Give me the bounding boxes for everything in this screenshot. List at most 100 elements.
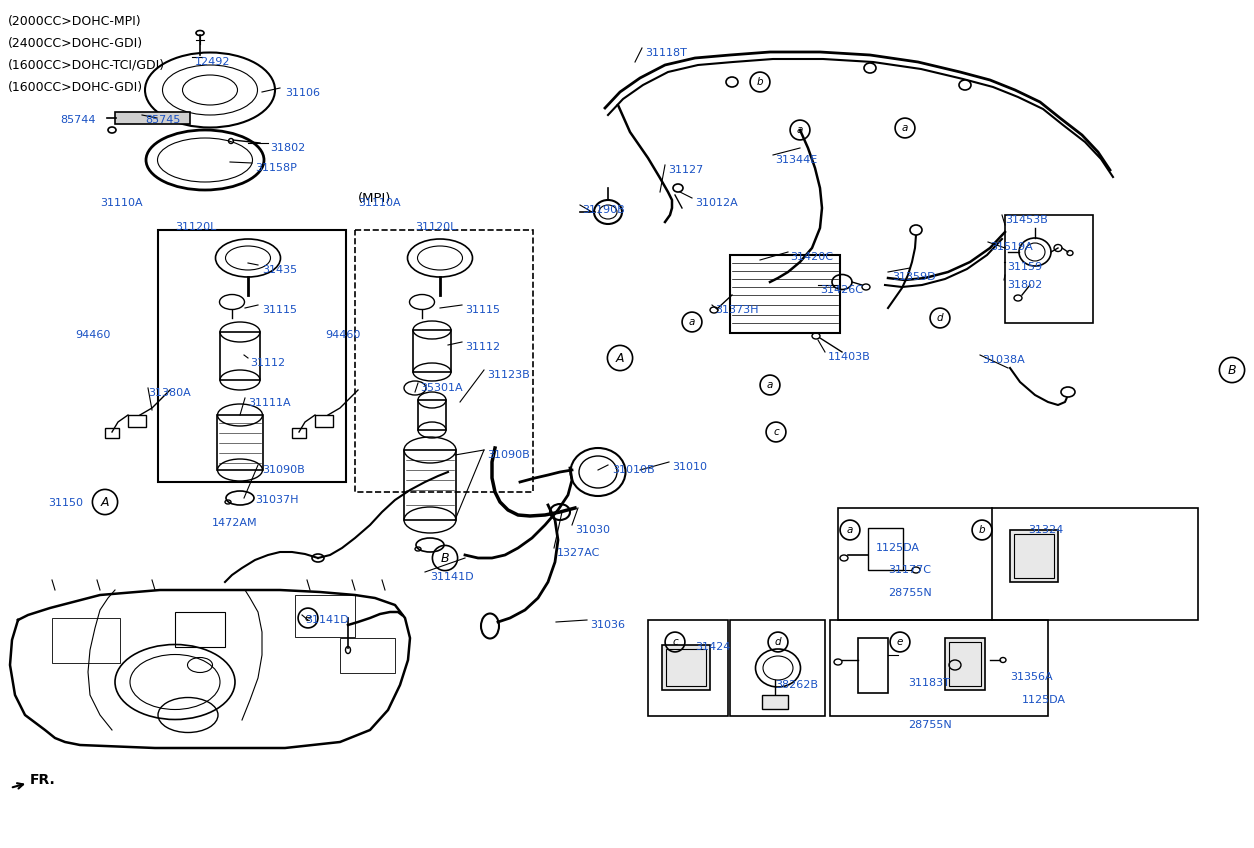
Text: 31090B: 31090B [487,450,529,460]
Text: e: e [897,637,903,647]
Text: 31120L: 31120L [176,222,217,232]
Bar [295,595,355,637]
Text: 12492: 12492 [196,57,231,67]
Text: 94460: 94460 [325,330,360,340]
Text: 31802: 31802 [270,143,305,153]
Text: 31380A: 31380A [148,388,191,398]
Ellipse shape [1020,238,1051,266]
Text: 31127: 31127 [668,165,703,175]
Bar [315,415,334,427]
Text: 31110A: 31110A [357,198,400,208]
Bar [219,332,260,380]
Bar [176,612,224,647]
Text: 31037H: 31037H [255,495,298,505]
Text: 1125DA: 1125DA [877,543,920,553]
Text: (MPI): (MPI) [357,192,391,205]
Bar [648,620,729,716]
Ellipse shape [910,225,922,235]
Text: 31158P: 31158P [255,163,297,173]
Bar [340,638,395,673]
Text: 31424: 31424 [695,642,730,652]
Text: b: b [978,525,986,535]
Text: c: c [672,637,678,647]
Text: 31150: 31150 [48,498,83,508]
Text: 31190B: 31190B [582,205,624,215]
Bar [105,428,119,438]
Ellipse shape [594,200,622,224]
Text: 31118T: 31118T [645,48,687,58]
Bar [413,330,451,372]
Bar [1014,534,1055,578]
Text: 31120L: 31120L [415,222,456,232]
Text: 31010B: 31010B [612,465,655,475]
Text: 31359D: 31359D [892,272,935,282]
Ellipse shape [864,63,877,73]
Bar [292,428,306,438]
Text: 31141D: 31141D [305,615,349,625]
Text: 31115: 31115 [262,305,297,315]
Bar [762,695,788,709]
Text: 31110A: 31110A [100,198,143,208]
Bar [666,649,706,686]
Text: 85745: 85745 [145,115,181,125]
Bar [730,620,825,716]
Bar [158,230,346,482]
Text: (2400CC>DOHC-GDI): (2400CC>DOHC-GDI) [8,37,143,50]
Bar [949,642,981,686]
Text: B: B [440,551,449,565]
Text: 31177C: 31177C [888,565,930,575]
Text: 31373H: 31373H [715,305,759,315]
Bar [355,230,533,492]
Text: 31038A: 31038A [982,355,1025,365]
Text: 31356A: 31356A [1009,672,1052,682]
Text: 31115: 31115 [465,305,500,315]
Text: a: a [688,317,695,327]
Text: 38262B: 38262B [775,680,818,690]
Text: d: d [775,637,781,647]
Text: 31123B: 31123B [487,370,529,380]
Text: 31141D: 31141D [430,572,474,582]
Text: 31420C: 31420C [790,252,833,262]
Text: A: A [616,352,624,365]
Text: b: b [756,77,764,87]
Bar [1004,215,1093,323]
Bar [115,112,191,124]
Bar [662,645,710,690]
Text: d: d [937,313,943,323]
Text: 31036: 31036 [589,620,624,630]
Bar [217,415,263,470]
Ellipse shape [959,80,971,90]
Text: a: a [902,123,908,133]
Text: 31324: 31324 [1028,525,1063,535]
Bar [51,618,120,663]
Bar [1009,530,1058,582]
Text: (2000CC>DOHC-MPI): (2000CC>DOHC-MPI) [8,15,142,28]
Text: 1472AM: 1472AM [212,518,257,528]
Bar [730,255,840,333]
Text: 31111A: 31111A [248,398,291,408]
Text: a: a [846,525,853,535]
Text: 35301A: 35301A [420,383,463,393]
Text: 31030: 31030 [576,525,609,535]
Bar [868,528,903,570]
Text: e: e [305,613,311,623]
Ellipse shape [571,448,626,496]
Text: 31090B: 31090B [262,465,305,475]
Text: 31159: 31159 [1007,262,1042,272]
Text: 31112: 31112 [250,358,285,368]
Text: 31344E: 31344E [775,155,818,165]
Bar [830,620,1048,716]
Text: 1125DA: 1125DA [1022,695,1066,705]
Text: 31453B: 31453B [1004,215,1048,225]
Text: 28755N: 28755N [908,720,952,730]
Ellipse shape [673,184,683,192]
Ellipse shape [1061,387,1075,397]
Text: B: B [1228,364,1236,377]
Text: 31112: 31112 [465,342,500,352]
Text: 85744: 85744 [60,115,95,125]
Text: 1327AC: 1327AC [557,548,601,558]
Text: 31106: 31106 [285,88,320,98]
Text: 31012A: 31012A [695,198,737,208]
Bar [946,638,984,690]
Text: a: a [796,125,804,135]
